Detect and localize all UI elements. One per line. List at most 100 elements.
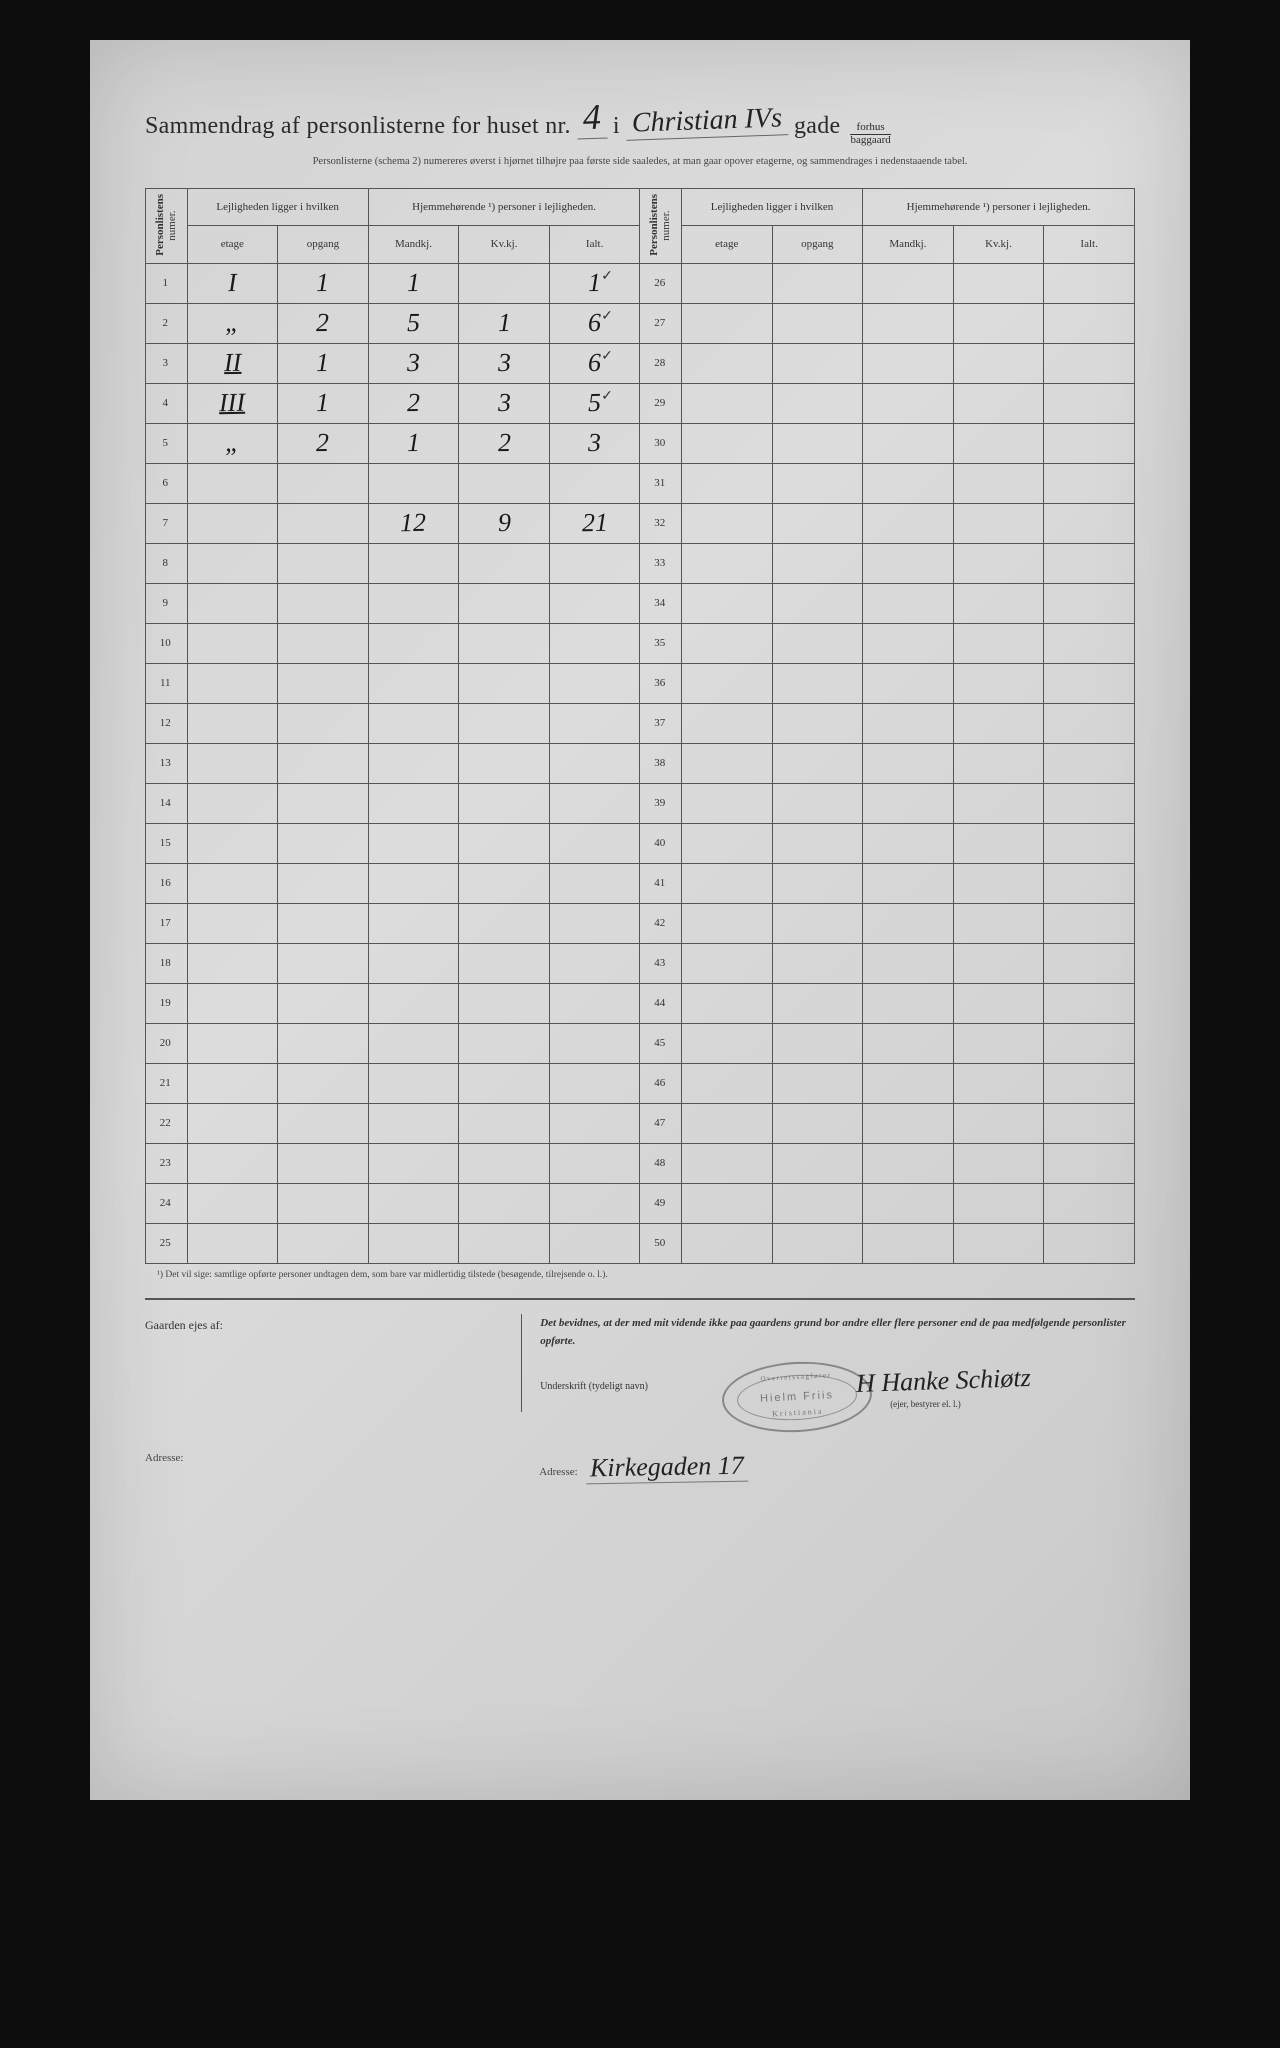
table-cell	[368, 1103, 459, 1143]
table-row: 1439	[146, 783, 1135, 823]
table-cell	[681, 423, 772, 463]
table-cell	[772, 1103, 863, 1143]
table-row: 2247	[146, 1103, 1135, 1143]
table-cell	[863, 543, 954, 583]
table-cell	[187, 1143, 278, 1183]
signature-handwritten: H Hanke Schiøtz	[855, 1356, 1031, 1406]
table-cell	[549, 823, 640, 863]
table-cell	[368, 463, 459, 503]
row-number: 11	[146, 663, 188, 703]
table-cell	[953, 423, 1044, 463]
footer-right: Det bevidnes, at der med mit vidende ikk…	[521, 1314, 1135, 1413]
table-cell: III	[187, 383, 278, 423]
row-number: 1	[146, 263, 188, 303]
table-cell	[1044, 303, 1135, 343]
table-cell	[772, 303, 863, 343]
table-cell	[772, 1023, 863, 1063]
owner-label: Gaarden ejes af:	[145, 1318, 223, 1332]
summary-table: Personlistens numer. Lejligheden ligger …	[145, 188, 1135, 1264]
table-cell	[681, 863, 772, 903]
table-cell	[681, 1023, 772, 1063]
row-number: 49	[640, 1183, 682, 1223]
table-row: 4III123529	[146, 383, 1135, 423]
table-cell: 2	[368, 383, 459, 423]
row-number: 33	[640, 543, 682, 583]
col-group-personer-left: Hjemmehørende ¹) personer i lejligheden.	[368, 188, 640, 225]
table-cell: 1	[278, 383, 369, 423]
table-cell	[549, 623, 640, 663]
table-cell: 1	[549, 263, 640, 303]
table-row: 71292132	[146, 503, 1135, 543]
table-cell	[459, 1183, 550, 1223]
table-cell	[549, 903, 640, 943]
table-cell	[368, 743, 459, 783]
row-number: 2	[146, 303, 188, 343]
row-number: 42	[640, 903, 682, 943]
table-cell	[368, 663, 459, 703]
table-cell	[549, 583, 640, 623]
table-cell	[1044, 1143, 1135, 1183]
table-cell	[368, 943, 459, 983]
table-cell	[681, 703, 772, 743]
title-row: Sammendrag af personlisterne for huset n…	[145, 100, 1135, 149]
table-cell	[187, 903, 278, 943]
table-cell	[1044, 463, 1135, 503]
table-cell	[549, 663, 640, 703]
address-row: Adresse: Adresse: Kirkegaden 17	[145, 1452, 1135, 1483]
row-number: 38	[640, 743, 682, 783]
table-cell	[1044, 703, 1135, 743]
row-number: 45	[640, 1023, 682, 1063]
table-cell	[1044, 1183, 1135, 1223]
table-cell	[1044, 983, 1135, 1023]
table-row: 1742	[146, 903, 1135, 943]
row-number: 14	[146, 783, 188, 823]
table-cell	[278, 703, 369, 743]
row-number: 4	[146, 383, 188, 423]
table-cell	[549, 783, 640, 823]
table-cell	[187, 1183, 278, 1223]
table-cell	[772, 543, 863, 583]
table-cell	[863, 1103, 954, 1143]
table-cell	[681, 783, 772, 823]
table-cell	[187, 583, 278, 623]
table-row: 2146	[146, 1063, 1135, 1103]
row-number: 20	[146, 1023, 188, 1063]
table-cell	[953, 1223, 1044, 1263]
table-cell	[459, 1103, 550, 1143]
table-cell	[772, 1143, 863, 1183]
row-number: 10	[146, 623, 188, 663]
table-cell	[1044, 423, 1135, 463]
table-cell: 1	[278, 343, 369, 383]
row-number: 50	[640, 1223, 682, 1263]
table-cell	[368, 703, 459, 743]
row-number: 12	[146, 703, 188, 743]
table-cell	[953, 1023, 1044, 1063]
col-ialt-right: Ialt.	[1044, 226, 1135, 263]
table-cell	[953, 303, 1044, 343]
table-cell	[549, 463, 640, 503]
col-group-lejlighed-left: Lejligheden ligger i hvilken	[187, 188, 368, 225]
table-cell	[459, 1223, 550, 1263]
table-row: 934	[146, 583, 1135, 623]
table-cell	[681, 1223, 772, 1263]
table-cell	[772, 503, 863, 543]
table-row: 5„212330	[146, 423, 1135, 463]
table-cell	[368, 863, 459, 903]
row-number: 26	[640, 263, 682, 303]
row-number: 48	[640, 1143, 682, 1183]
table-cell	[772, 343, 863, 383]
table-cell	[459, 983, 550, 1023]
col-ialt-left: Ialt.	[549, 226, 640, 263]
table-cell	[187, 663, 278, 703]
table-cell	[953, 463, 1044, 503]
table-cell: 9	[459, 503, 550, 543]
table-cell	[459, 743, 550, 783]
table-cell: 5	[549, 383, 640, 423]
row-number: 25	[146, 1223, 188, 1263]
table-cell	[1044, 383, 1135, 423]
house-number-handwritten: 4	[576, 95, 607, 139]
table-cell: 1	[459, 303, 550, 343]
table-cell	[681, 543, 772, 583]
table-cell	[1044, 1103, 1135, 1143]
table-cell	[1044, 903, 1135, 943]
